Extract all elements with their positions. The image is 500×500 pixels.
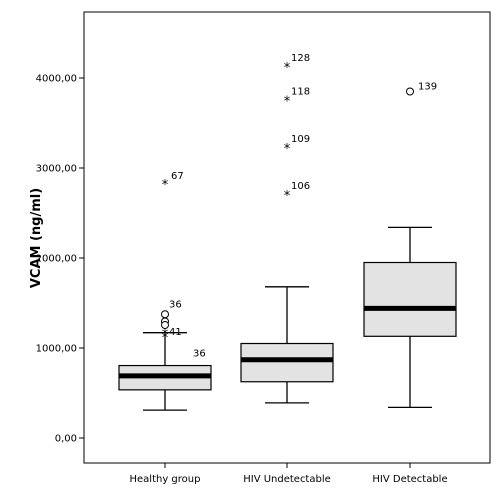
y-tick-label: 1000,00 [36, 344, 77, 355]
outlier-star: * [284, 95, 291, 110]
category-label: HIV Detectable [372, 474, 447, 485]
outlier-circle [161, 321, 169, 330]
outlier-label: 118 [291, 87, 310, 98]
outlier-circle [406, 87, 414, 96]
outlier-star: * [284, 61, 291, 76]
outlier-star: * [284, 142, 291, 157]
iqr-box [363, 261, 457, 337]
outlier-star: * [284, 189, 291, 204]
x-axis: Healthy group HIV Undetectable HIV Detecta… [130, 463, 448, 485]
outlier-label: 139 [418, 82, 437, 93]
outlier-label: 106 [291, 181, 310, 192]
box-group: *106*109*118*128 [240, 53, 334, 404]
outlier-star: * [162, 328, 169, 343]
iqr-box [240, 342, 334, 383]
outlier-star: * [162, 331, 169, 346]
box-group: 36* 41*36*67 [118, 171, 212, 411]
y-tick-label: 2000,00 [36, 254, 77, 265]
outlier-label: 36 [193, 349, 206, 360]
category-label: HIV Undetectable [243, 474, 331, 485]
y-tick-label: 3000,00 [36, 164, 77, 175]
outlier-label: 109 [291, 134, 310, 145]
outlier-label: 41 [169, 327, 182, 338]
outlier-circle [161, 310, 169, 319]
outlier-label: 128 [291, 53, 310, 64]
outlier-label: 36 [169, 299, 182, 310]
y-axis-label: VCAM (ng/ml) [29, 188, 44, 288]
outlier-label: 67 [171, 171, 184, 182]
y-tick-label: 4000,00 [36, 74, 77, 85]
y-axis: 0,00 1000,00 2000,00 3000,00 4000,00 [36, 74, 84, 445]
category-label: Healthy group [130, 474, 201, 485]
box-group: 139 [363, 82, 457, 409]
y-tick-label: 0,00 [55, 434, 77, 445]
outlier-star: * [162, 178, 169, 193]
